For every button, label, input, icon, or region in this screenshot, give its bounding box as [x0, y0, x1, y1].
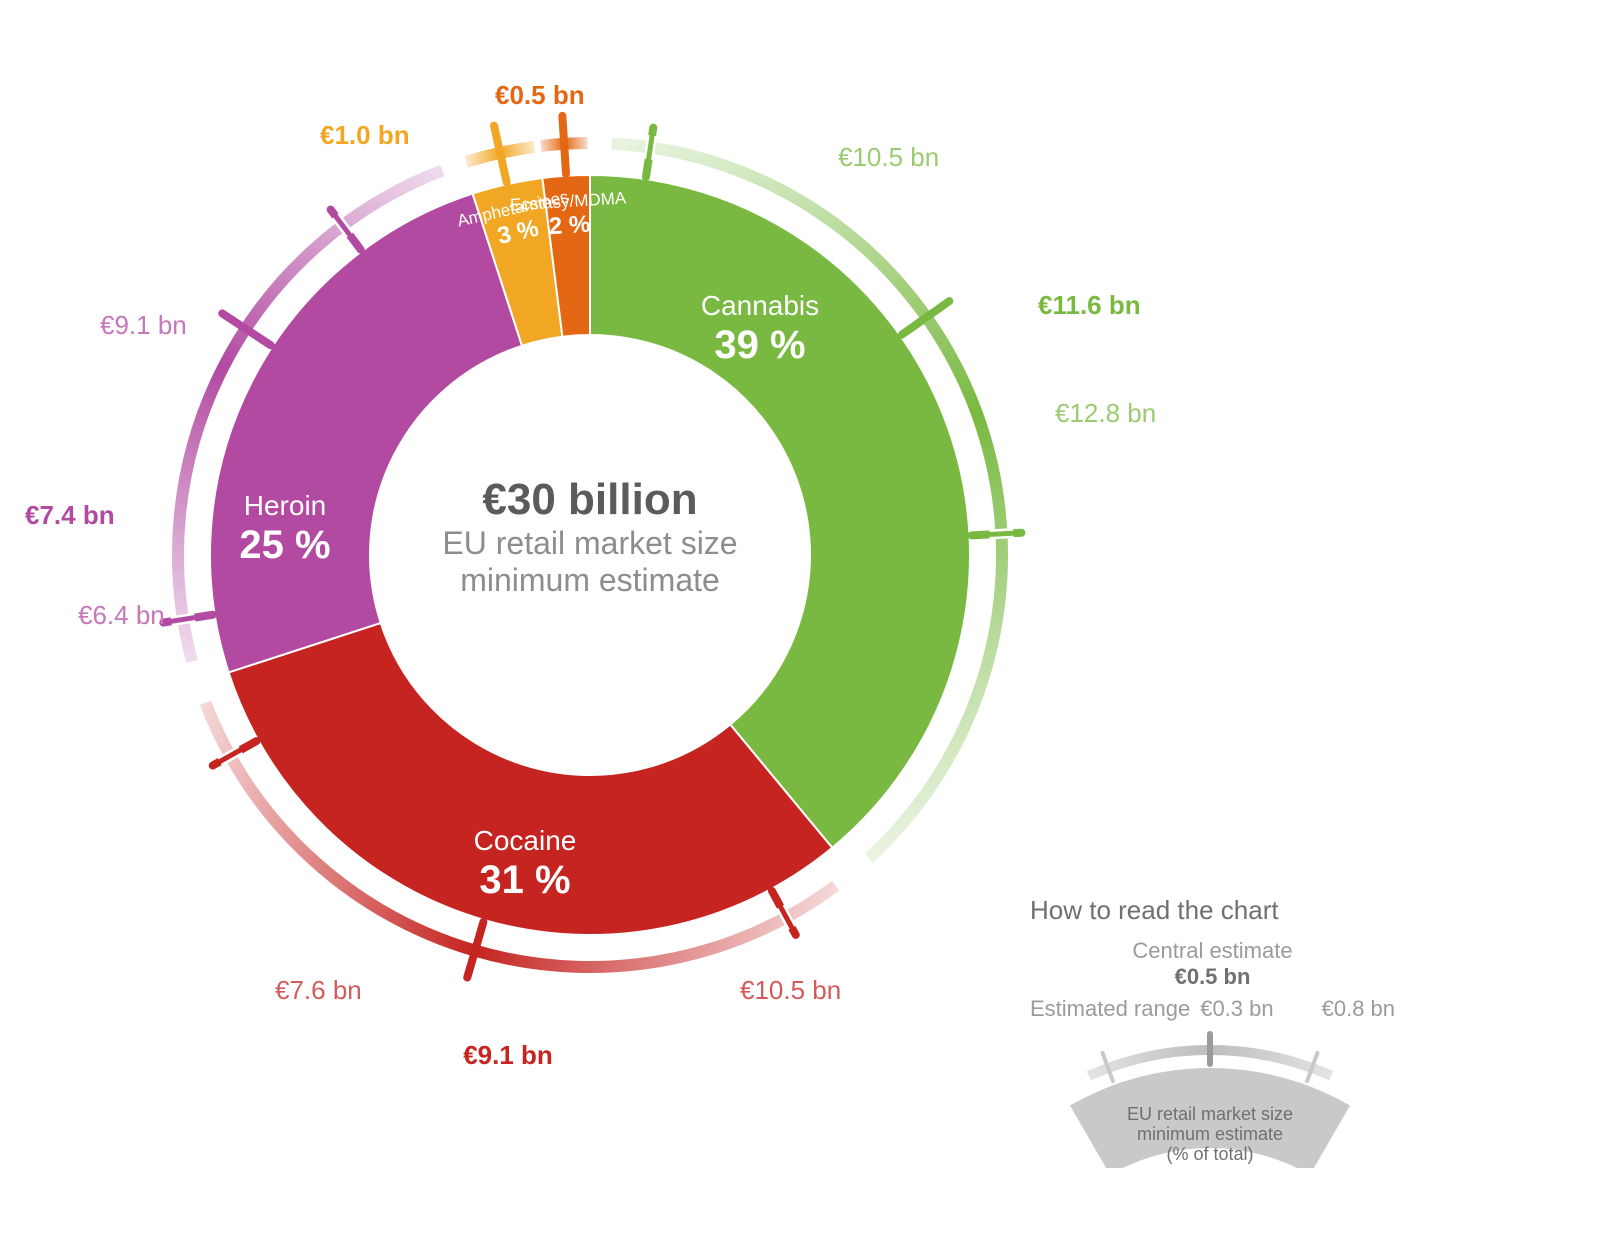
legend-central-value: €0.5 bn [1030, 964, 1395, 990]
legend-block-text: (% of total) [1166, 1144, 1253, 1164]
legend-range-low: €0.3 bn [1200, 996, 1273, 1022]
slice-heroin [210, 194, 522, 673]
legend-range-high: €0.8 bn [1322, 996, 1395, 1022]
slice-cannabis [590, 175, 970, 848]
legend-how-to-read: How to read the chart Central estimate €… [1030, 895, 1395, 1168]
legend-diagram: EU retail market sizeminimum estimate(% … [1030, 1018, 1390, 1168]
legend-block-text: minimum estimate [1137, 1124, 1283, 1144]
legend-range-label: Estimated range [1030, 996, 1190, 1022]
tick [971, 533, 1021, 536]
chart-stage: €30 billion EU retail market size minimu… [0, 0, 1600, 1234]
legend-block-text: EU retail market size [1127, 1104, 1293, 1124]
slice-cocaine [229, 623, 833, 935]
tick-central-ecstasy [562, 116, 566, 174]
legend-central-label: Central estimate [1030, 938, 1395, 964]
legend-title: How to read the chart [1030, 895, 1395, 926]
